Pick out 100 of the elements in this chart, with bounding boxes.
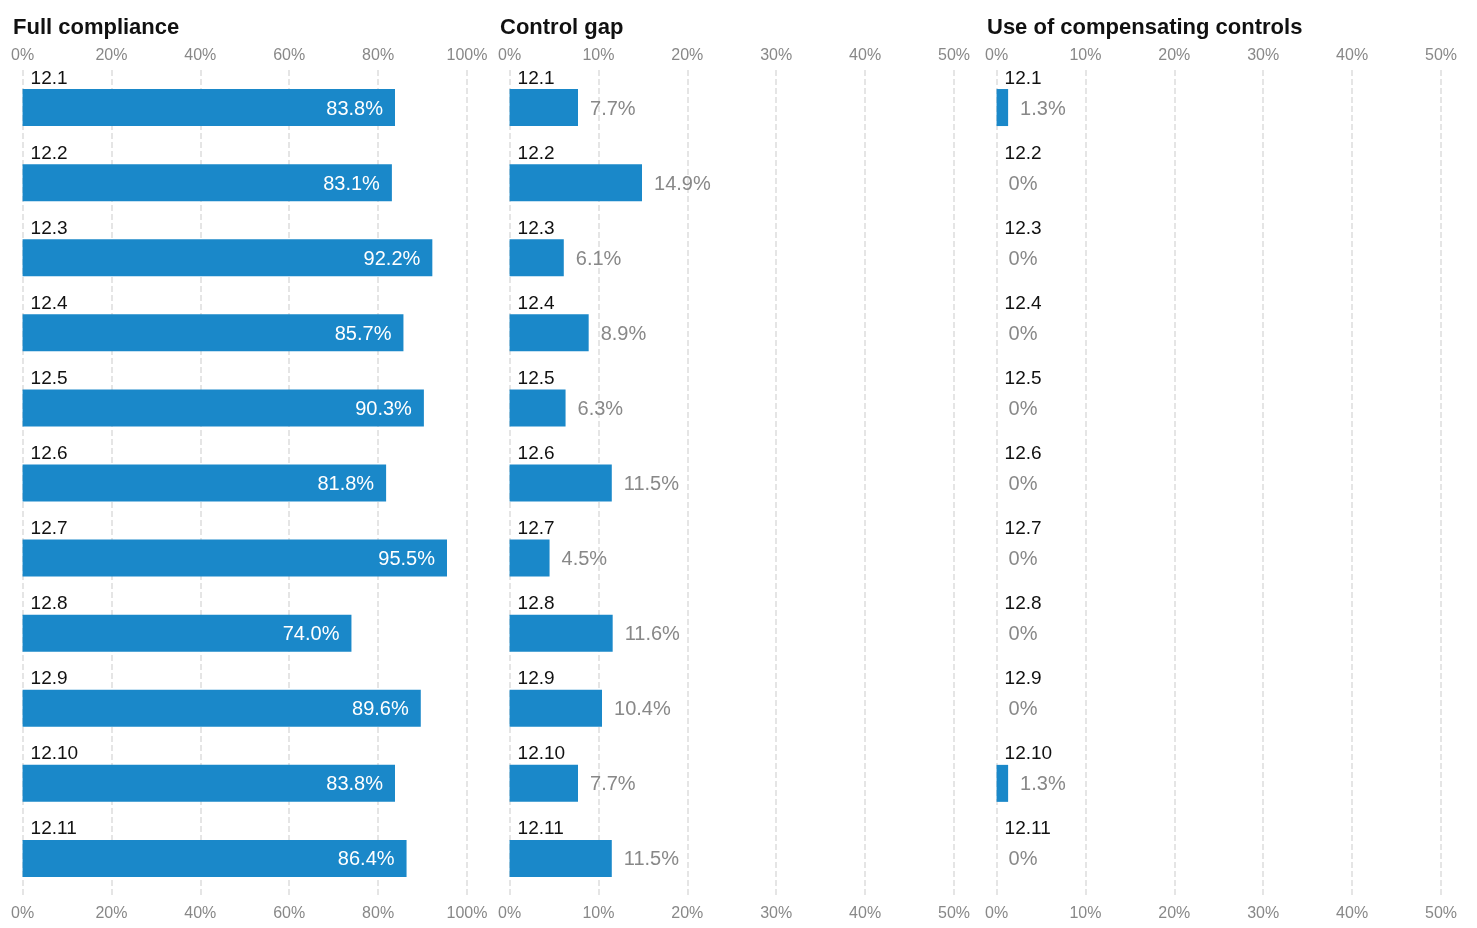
y-tick-label: 12.9	[517, 667, 555, 689]
y-tick-label: 12.1	[1004, 66, 1042, 88]
y-tick-label: 12.4	[517, 291, 555, 313]
y-tick-label: 12.7	[1004, 517, 1042, 539]
data-label: 1.3%	[1020, 96, 1066, 119]
data-label: 83.1%	[323, 171, 381, 194]
bar	[22, 89, 395, 127]
bar	[509, 764, 579, 802]
bar	[22, 689, 421, 727]
y-tick-label: 12.7	[30, 517, 68, 539]
data-label: 0%	[1008, 321, 1038, 344]
y-tick-label: 12.10	[30, 742, 79, 764]
y-tick-label: 12.3	[1004, 216, 1042, 238]
x-tick-label: 30%	[1247, 903, 1280, 921]
data-label: 0%	[1008, 472, 1038, 494]
data-label: 0%	[1008, 246, 1038, 269]
data-label: 83.8%	[326, 96, 384, 119]
bar	[509, 689, 603, 727]
y-tick-label: 12.4	[1004, 291, 1042, 313]
y-tick-label: 12.1	[517, 66, 555, 88]
data-label: 7.7%	[590, 772, 636, 795]
data-label: 11.5%	[623, 847, 680, 870]
x-tick-label: 0%	[985, 903, 1009, 921]
bar	[22, 389, 424, 427]
data-label: 92.2%	[363, 246, 421, 269]
bar	[22, 839, 407, 877]
data-label: 6.3%	[577, 396, 624, 419]
data-label: 0%	[1008, 171, 1038, 194]
data-label: 85.7%	[334, 321, 392, 344]
chart-title: Use of compensating controls	[987, 13, 1303, 39]
y-tick-label: 12.11	[1004, 817, 1051, 839]
x-tick-label: 50%	[937, 45, 971, 63]
x-tick-label: 80%	[362, 45, 395, 63]
bar	[509, 239, 564, 277]
y-tick-label: 12.5	[30, 366, 68, 388]
y-tick-label: 12.6	[30, 442, 68, 463]
bar	[22, 164, 392, 202]
data-label: 83.8%	[326, 772, 384, 795]
y-tick-label: 12.10	[1004, 742, 1053, 764]
bar	[509, 839, 612, 877]
bar	[509, 389, 566, 427]
chart-title: Control gap	[500, 13, 624, 39]
x-tick-label: 50%	[1424, 903, 1458, 921]
bar	[22, 314, 404, 352]
data-label: 74.0%	[282, 622, 340, 645]
y-tick-label: 12.3	[30, 216, 68, 238]
data-label: 95.5%	[378, 547, 436, 570]
y-tick-label: 12.7	[517, 517, 555, 539]
y-tick-label: 12.4	[30, 291, 68, 313]
bar	[509, 539, 550, 577]
x-tick-label: 20%	[1158, 903, 1191, 921]
y-tick-label: 12.1	[30, 66, 68, 88]
y-tick-label: 12.2	[517, 141, 555, 163]
x-tick-label: 20%	[95, 45, 128, 63]
y-tick-label: 12.8	[517, 592, 555, 614]
y-tick-label: 12.8	[1004, 592, 1042, 614]
x-tick-label: 100%	[446, 45, 488, 63]
x-tick-label: 40%	[849, 45, 882, 63]
chart-title: Full compliance	[13, 13, 180, 39]
x-tick-label: 10%	[582, 45, 615, 63]
data-label: 14.9%	[654, 171, 711, 194]
y-tick-label: 12.10	[517, 742, 566, 764]
y-tick-label: 12.2	[1004, 141, 1042, 163]
bar	[509, 314, 589, 352]
bar	[22, 614, 352, 652]
data-label: 86.4%	[337, 847, 395, 870]
bar	[509, 614, 613, 652]
data-label: 7.7%	[590, 96, 636, 119]
data-label: 6.1%	[575, 246, 622, 269]
x-tick-label: 60%	[273, 45, 306, 63]
data-label: 89.6%	[352, 697, 409, 720]
bar	[509, 89, 579, 127]
x-tick-label: 0%	[11, 45, 35, 63]
data-label: 0%	[1008, 547, 1038, 570]
y-tick-label: 12.3	[517, 216, 555, 238]
x-tick-label: 40%	[1336, 903, 1369, 921]
data-label: 90.3%	[355, 396, 413, 419]
x-tick-label: 0%	[498, 45, 522, 63]
y-tick-label: 12.5	[517, 366, 555, 388]
x-tick-label: 40%	[184, 45, 217, 63]
data-label: 0%	[1008, 847, 1038, 870]
bar	[22, 539, 447, 577]
data-label: 0%	[1008, 396, 1038, 419]
y-tick-label: 12.6	[517, 442, 555, 463]
data-label: 11.5%	[623, 472, 680, 494]
y-tick-label: 12.5	[1004, 366, 1042, 388]
bar	[22, 464, 387, 502]
y-tick-label: 12.9	[1004, 667, 1042, 689]
x-tick-label: 20%	[671, 45, 704, 63]
y-tick-label: 12.6	[1004, 442, 1042, 463]
data-label: 1.3%	[1020, 772, 1066, 795]
y-tick-label: 12.9	[30, 667, 68, 689]
data-label: 0%	[1008, 697, 1038, 720]
data-label: 81.8%	[317, 472, 375, 494]
y-tick-label: 12.11	[517, 817, 564, 839]
data-label: 11.6%	[624, 622, 681, 645]
y-tick-label: 12.11	[30, 817, 77, 839]
bar	[22, 239, 433, 277]
data-label: 10.4%	[614, 697, 671, 720]
data-label: 0%	[1008, 622, 1038, 645]
